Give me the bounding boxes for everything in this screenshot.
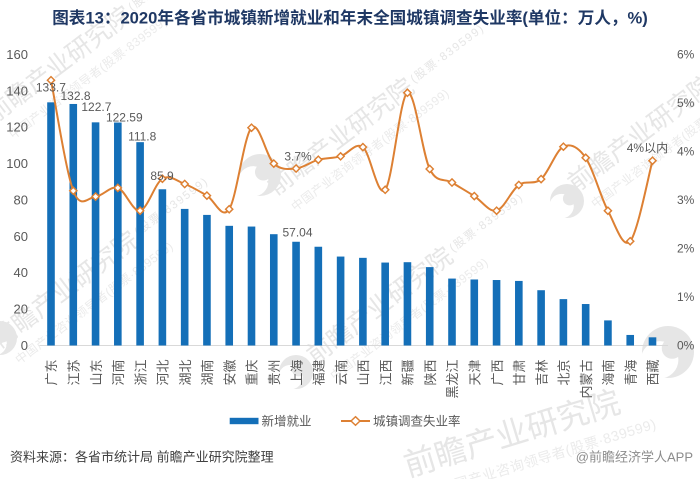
svg-text:内蒙古: 内蒙古: [579, 360, 594, 399]
svg-text:江苏: 江苏: [67, 360, 82, 386]
svg-text:海南: 海南: [601, 360, 616, 386]
svg-text:2%: 2%: [677, 242, 695, 256]
svg-text:城镇调查失业率: 城镇调查失业率: [373, 414, 461, 429]
svg-text:新增就业: 新增就业: [262, 414, 312, 429]
svg-text:吉林: 吉林: [534, 360, 549, 386]
svg-text:133.7: 133.7: [36, 81, 66, 95]
svg-text:160: 160: [6, 47, 28, 62]
svg-text:100: 100: [6, 156, 28, 171]
svg-text:天津: 天津: [468, 360, 483, 386]
svg-text:资料来源：各省市统计局 前瞻产业研究院整理: 资料来源：各省市统计局 前瞻产业研究院整理: [10, 450, 274, 465]
svg-text:重庆: 重庆: [245, 360, 260, 386]
svg-text:85.9: 85.9: [150, 169, 174, 183]
svg-text:福建: 福建: [312, 360, 327, 386]
svg-text:陕西: 陕西: [423, 360, 438, 386]
svg-text:3.7%: 3.7%: [284, 150, 312, 164]
svg-text:4%: 4%: [677, 145, 695, 159]
svg-text:云南: 云南: [334, 360, 349, 386]
svg-text:河北: 河北: [156, 360, 171, 386]
svg-text:@前瞻经济学人APP: @前瞻经济学人APP: [576, 450, 693, 465]
svg-text:40: 40: [14, 265, 28, 280]
svg-text:60: 60: [14, 229, 28, 244]
svg-text:140: 140: [6, 83, 28, 98]
svg-text:1%: 1%: [677, 290, 695, 304]
svg-text:北京: 北京: [557, 360, 572, 386]
svg-text:6%: 6%: [677, 48, 695, 62]
svg-text:3%: 3%: [677, 193, 695, 207]
svg-text:山东: 山东: [89, 360, 104, 386]
svg-text:江西: 江西: [378, 360, 393, 386]
svg-text:甘肃: 甘肃: [512, 360, 527, 386]
svg-text:西藏: 西藏: [646, 360, 661, 386]
svg-text:上海: 上海: [289, 360, 304, 386]
svg-text:20: 20: [14, 302, 28, 317]
svg-text:5%: 5%: [677, 96, 695, 110]
svg-text:湖南: 湖南: [200, 360, 215, 386]
svg-text:0: 0: [21, 338, 28, 353]
svg-text:111.8: 111.8: [128, 129, 157, 143]
svg-text:57.04: 57.04: [282, 226, 312, 240]
svg-text:黑龙江: 黑龙江: [445, 360, 460, 399]
svg-text:新疆: 新疆: [401, 360, 416, 386]
svg-text:浙江: 浙江: [133, 360, 148, 386]
svg-text:山西: 山西: [356, 360, 371, 386]
svg-text:河南: 河南: [111, 360, 126, 386]
svg-text:安徽: 安徽: [222, 360, 237, 386]
svg-text:120: 120: [6, 120, 28, 135]
svg-text:80: 80: [14, 192, 28, 207]
svg-text:贵州: 贵州: [267, 360, 282, 386]
svg-text:132.8: 132.8: [60, 89, 90, 103]
svg-text:4%以内: 4%以内: [627, 141, 668, 155]
svg-text:湖北: 湖北: [178, 360, 193, 386]
svg-text:图表13：2020年各省市城镇新增就业和年末全国城镇调查失业: 图表13：2020年各省市城镇新增就业和年末全国城镇调查失业率(单位：万人，%): [52, 8, 648, 28]
svg-text:广东: 广东: [44, 360, 59, 386]
svg-text:122.59: 122.59: [106, 111, 143, 125]
svg-text:青海: 青海: [623, 360, 638, 386]
svg-text:122.7: 122.7: [81, 100, 111, 114]
svg-text:广西: 广西: [490, 360, 505, 386]
svg-text:0%: 0%: [677, 339, 695, 353]
